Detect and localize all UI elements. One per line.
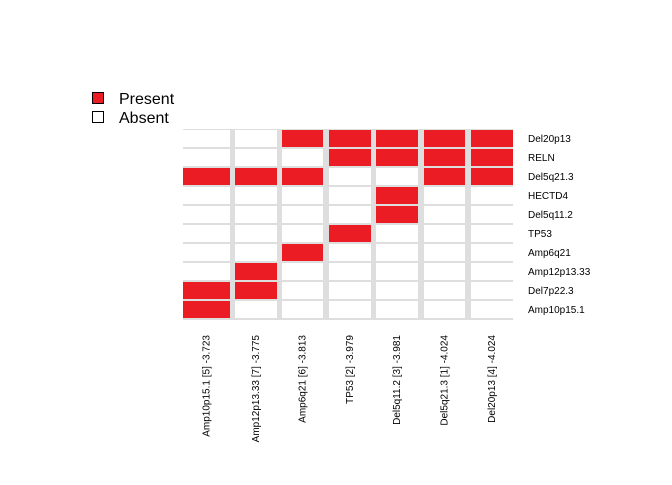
legend-label: Present (119, 91, 175, 108)
cell-absent (235, 130, 277, 147)
row-label: Amp12p13.33 (528, 267, 591, 278)
cell-present (376, 130, 418, 147)
cell-absent (329, 244, 371, 261)
cell-absent (235, 149, 277, 166)
row-label: HECTD4 (528, 191, 568, 202)
cell-absent (183, 244, 230, 261)
cell-absent (376, 168, 418, 185)
cell-absent (235, 301, 277, 318)
cell-absent (376, 244, 418, 261)
cell-present (183, 301, 230, 318)
cell-absent (376, 263, 418, 280)
cell-absent (282, 225, 323, 242)
row-label: Del5q21.3 (528, 172, 574, 183)
legend-swatch-absent (92, 111, 104, 123)
cell-absent (376, 225, 418, 242)
cell-absent (235, 206, 277, 223)
cell-absent (471, 244, 513, 261)
column-label: Del5q21.3 [1] -4.024 (440, 335, 451, 426)
cell-absent (471, 263, 513, 280)
cell-absent (282, 206, 323, 223)
cell-present (235, 282, 277, 299)
cell-present (235, 263, 277, 280)
cell-absent (424, 225, 465, 242)
cell-present (329, 225, 371, 242)
cell-absent (329, 282, 371, 299)
cell-present (282, 168, 323, 185)
cell-absent (282, 301, 323, 318)
legend-label: Absent (119, 110, 169, 127)
column-label: Amp12p13.33 [7] -3.775 (251, 335, 262, 443)
row-label: Del7p22.3 (528, 286, 574, 297)
cell-present (282, 130, 323, 147)
cell-absent (282, 149, 323, 166)
cell-absent (376, 301, 418, 318)
cell-present (471, 168, 513, 185)
row-labels: Del20p13 RELN Del5q21.3 HECTD4 Del5q11.2 TP53… (528, 134, 591, 316)
cell-absent (471, 301, 513, 318)
cell-present (282, 244, 323, 261)
cell-absent (329, 206, 371, 223)
heatmap-grid (183, 129, 513, 320)
cell-absent (424, 206, 465, 223)
cell-present (424, 149, 465, 166)
cell-absent (183, 130, 230, 147)
cell-absent (471, 282, 513, 299)
cell-present (424, 168, 465, 185)
cell-absent (329, 187, 371, 204)
row-label: Del5q11.2 (528, 210, 573, 221)
cell-present (376, 187, 418, 204)
legend: Present Absent (92, 91, 175, 127)
cell-absent (424, 301, 465, 318)
column-label: Del20p13 [4] -4.024 (487, 335, 498, 423)
cell-present (329, 149, 371, 166)
cell-absent (183, 263, 230, 280)
cell-absent (235, 187, 277, 204)
cell-present (235, 168, 277, 185)
cell-absent (282, 263, 323, 280)
cell-absent (183, 187, 230, 204)
cell-absent (282, 282, 323, 299)
column-label: Amp10p15.1 [5] -3.723 (202, 335, 213, 437)
cell-absent (235, 225, 277, 242)
cell-absent (471, 225, 513, 242)
legend-swatch-present (92, 92, 104, 104)
cell-present (376, 149, 418, 166)
column-labels: Amp10p15.1 [5] -3.723 Amp12p13.33 [7] -3.… (202, 335, 499, 443)
cell-present (424, 130, 465, 147)
cell-absent (424, 244, 465, 261)
column-label: TP53 [2] -3.979 (345, 335, 356, 404)
row-label: Amp10p15.1 (528, 305, 585, 316)
cell-present (471, 149, 513, 166)
cell-absent (183, 149, 230, 166)
cell-present (183, 168, 230, 185)
cell-absent (424, 187, 465, 204)
row-label: Del20p13 (528, 134, 571, 145)
cell-absent (471, 206, 513, 223)
cell-absent (329, 168, 371, 185)
cell-absent (329, 301, 371, 318)
cell-absent (376, 282, 418, 299)
cell-present (376, 206, 418, 223)
cell-present (329, 130, 371, 147)
cell-absent (282, 187, 323, 204)
cell-absent (183, 206, 230, 223)
cell-absent (183, 225, 230, 242)
row-label: TP53 (528, 229, 552, 240)
cell-present (471, 130, 513, 147)
cell-present (183, 282, 230, 299)
cell-absent (235, 244, 277, 261)
row-label: RELN (528, 153, 555, 164)
cell-absent (424, 282, 465, 299)
column-label: Del5q11.2 [3] -3.981 (392, 335, 403, 425)
row-label: Amp6q21 (528, 248, 571, 259)
cell-absent (424, 263, 465, 280)
column-label: Amp6q21 [6] -3.813 (298, 335, 309, 423)
cell-absent (329, 263, 371, 280)
cell-absent (471, 187, 513, 204)
